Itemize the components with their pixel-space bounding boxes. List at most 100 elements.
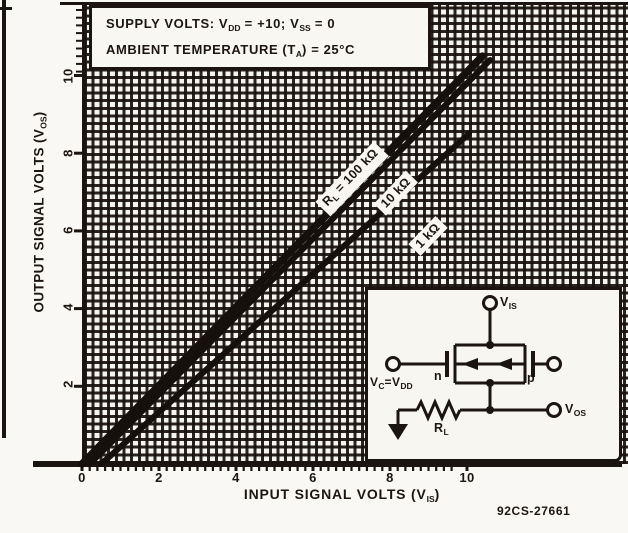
y-major-tick xyxy=(74,74,82,77)
y-axis-title-text: OUTPUT SIGNAL VOLTS (V xyxy=(31,128,47,313)
conditions-text: = +10; V xyxy=(240,16,300,31)
x-major-tick xyxy=(465,464,469,471)
y-axis-title: OUTPUT SIGNAL VOLTS (VOS) xyxy=(32,112,49,313)
x-minor-tick xyxy=(242,467,245,471)
x-minor-tick xyxy=(258,467,261,471)
x-minor-tick xyxy=(327,467,330,471)
conditions-text: SUPPLY VOLTS: V xyxy=(106,16,229,31)
junction-dot-bottom xyxy=(486,379,494,387)
ground-symbol xyxy=(388,424,408,440)
x-minor-tick xyxy=(104,467,107,471)
x-minor-tick xyxy=(127,467,130,471)
x-minor-tick xyxy=(88,467,91,471)
x-minor-tick xyxy=(342,467,345,471)
x-minor-tick xyxy=(173,467,176,471)
subscript-l: L xyxy=(443,427,449,437)
terminal-vos xyxy=(546,402,562,418)
x-minor-tick xyxy=(150,467,153,471)
x-minor-tick xyxy=(427,467,430,471)
y-major-tick xyxy=(74,151,82,155)
y-minor-tick xyxy=(76,9,82,11)
x-tick-0: 0 xyxy=(78,470,86,485)
subscript-a: A xyxy=(295,49,303,59)
x-minor-tick xyxy=(227,467,230,471)
x-minor-tick xyxy=(404,467,407,471)
y-minor-tick xyxy=(76,24,82,27)
page-edge-line xyxy=(2,0,6,438)
label-rl: RL xyxy=(434,421,449,437)
curve-rl-10k xyxy=(86,57,494,467)
y-tick-2: 2 xyxy=(60,380,76,388)
x-minor-tick xyxy=(396,467,399,471)
label-vc-vdd: VC=VDD xyxy=(370,375,413,391)
x-minor-tick xyxy=(181,467,184,471)
x-minor-tick xyxy=(96,467,99,471)
conditions-line2: AMBIENT TEMPERATURE (TA) = 25°C xyxy=(106,39,428,65)
x-minor-tick xyxy=(296,467,299,471)
figure-code: 92CS-27661 xyxy=(497,504,571,518)
x-minor-tick xyxy=(304,467,307,471)
x-minor-tick xyxy=(165,467,168,471)
y-minor-tick xyxy=(76,70,82,73)
x-minor-tick xyxy=(388,467,392,471)
label-vis: VIS xyxy=(500,295,517,311)
y-minor-tick xyxy=(76,47,82,50)
x-minor-tick xyxy=(142,467,145,471)
conditions-text: ) = 25°C xyxy=(302,42,356,57)
x-minor-tick xyxy=(412,467,415,471)
x-axis-title-text: ) xyxy=(434,486,441,502)
x-minor-tick xyxy=(281,467,284,471)
conditions-line1: SUPPLY VOLTS: VDD = +10; VSS = 0 xyxy=(106,13,428,39)
y-minor-tick xyxy=(76,55,82,58)
subscript-is: IS xyxy=(508,301,517,311)
x-minor-tick xyxy=(311,467,315,471)
x-axis-line xyxy=(33,461,622,467)
terminal-vis xyxy=(482,295,498,311)
label-text: V xyxy=(370,375,379,389)
y-minor-tick xyxy=(76,39,82,42)
subscript-is: IS xyxy=(426,494,435,504)
x-minor-tick xyxy=(111,467,114,471)
x-minor-tick xyxy=(134,467,137,471)
conditions-box: SUPPLY VOLTS: VDD = +10; VSS = 0 AMBIENT… xyxy=(89,5,431,70)
x-tick-6: 6 xyxy=(309,470,317,485)
n-arrow xyxy=(462,358,478,370)
y-tick-6: 6 xyxy=(60,226,76,234)
x-minor-tick xyxy=(419,467,422,471)
curve-rl-100k xyxy=(78,52,487,468)
y-major-tick xyxy=(74,384,82,388)
x-minor-tick xyxy=(358,467,361,471)
x-minor-tick xyxy=(119,467,122,471)
y-minor-tick xyxy=(76,16,82,19)
x-minor-tick xyxy=(196,467,199,471)
y-minor-tick xyxy=(76,32,82,35)
x-minor-tick xyxy=(450,467,453,471)
y-axis-line xyxy=(82,2,86,464)
label-n: n xyxy=(434,369,443,383)
y-tick-10: 10 xyxy=(60,68,76,84)
x-axis-title-text: INPUT SIGNAL VOLTS (V xyxy=(243,486,427,502)
subscript-ss: SS xyxy=(299,23,311,33)
terminal-control-left xyxy=(385,356,401,372)
x-minor-tick xyxy=(250,467,253,471)
y-major-tick xyxy=(74,307,82,311)
x-minor-tick xyxy=(219,467,222,471)
x-minor-tick xyxy=(335,467,338,471)
label-text: R xyxy=(434,421,444,435)
x-minor-tick xyxy=(273,467,276,471)
x-minor-tick xyxy=(288,467,291,471)
x-axis-title: INPUT SIGNAL VOLTS (VIS) xyxy=(244,486,440,504)
x-minor-tick xyxy=(442,467,445,471)
label-text: V xyxy=(500,295,509,309)
x-minor-tick xyxy=(265,467,268,471)
junction-dot-output xyxy=(486,406,494,414)
x-minor-tick xyxy=(435,467,438,471)
conditions-text: = 0 xyxy=(310,16,336,31)
subscript-os: OS xyxy=(573,408,587,418)
resistor-rl xyxy=(415,398,462,422)
x-minor-tick xyxy=(204,467,207,471)
subscript-dd: DD xyxy=(400,381,413,391)
x-minor-tick xyxy=(365,467,368,471)
y-major-tick xyxy=(74,229,82,233)
